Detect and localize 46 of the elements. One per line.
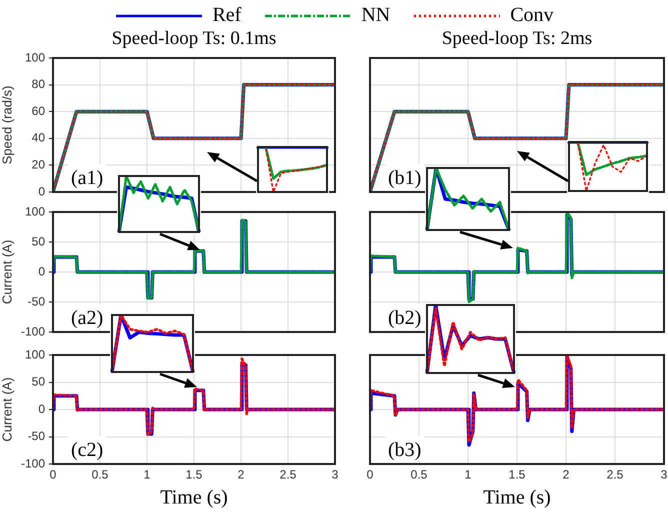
y-axis-title: Current (A) — [0, 377, 14, 442]
y-tick-label: -50 — [28, 429, 46, 444]
x-tick-label: 1 — [144, 468, 151, 482]
y-tick-label: 100 — [24, 50, 46, 64]
y-axis-title: Speed (rad/s) — [0, 86, 14, 164]
x-tick-label: 3 — [332, 468, 339, 482]
y-tick-label: -50 — [28, 294, 46, 308]
y-tick-label: 0 — [38, 402, 46, 416]
y-tick-label: 50 — [32, 374, 46, 389]
y-tick-label: 0 — [38, 184, 46, 198]
x-tick-label: 1.5 — [508, 468, 526, 482]
y-tick-label: 50 — [32, 234, 46, 248]
chart-title: Speed-loop Ts: 2ms — [440, 28, 594, 50]
x-tick-label: 0.5 — [92, 468, 109, 482]
y-tick-label: -100 — [20, 324, 46, 338]
chart-title: Speed-loop Ts: 0.1ms — [110, 28, 278, 50]
x-tick-label: 2.5 — [606, 468, 624, 482]
x-tick-label: 0 — [50, 468, 57, 482]
x-axis-title: Time (s) — [483, 486, 551, 508]
y-tick-label: 100 — [24, 204, 46, 218]
y-tick-label: 40 — [32, 130, 46, 145]
annotation: (b2) — [388, 307, 422, 329]
x-tick-label: 0 — [366, 468, 374, 482]
x-axis-title: Time (s) — [160, 486, 228, 508]
x-tick-label: 1 — [464, 468, 472, 482]
legend-label: Conv — [510, 4, 554, 27]
x-tick-label: 2.5 — [280, 468, 297, 482]
annotation: (b1) — [388, 167, 422, 189]
legend-label: NN — [361, 4, 390, 27]
y-tick-label: 100 — [24, 347, 46, 362]
legend-label: Ref — [212, 4, 242, 27]
annotation: (b3) — [388, 439, 422, 461]
x-tick-label: 3 — [660, 468, 668, 482]
y-tick-label: -100 — [20, 456, 46, 470]
y-axis-title: Current (A) — [0, 240, 14, 304]
x-tick-label: 2 — [238, 468, 245, 482]
y-tick-label: 20 — [32, 158, 46, 172]
x-tick-label: 0.5 — [410, 468, 428, 482]
annotation: (c2) — [71, 439, 104, 461]
annotation: (a2) — [71, 307, 104, 329]
x-tick-label: 2 — [562, 468, 570, 482]
y-tick-label: 0 — [38, 264, 46, 278]
y-tick-label: 60 — [32, 104, 46, 118]
y-tick-label: 80 — [32, 77, 46, 92]
x-tick-label: 1.5 — [186, 468, 203, 482]
annotation: (a1) — [71, 167, 104, 189]
